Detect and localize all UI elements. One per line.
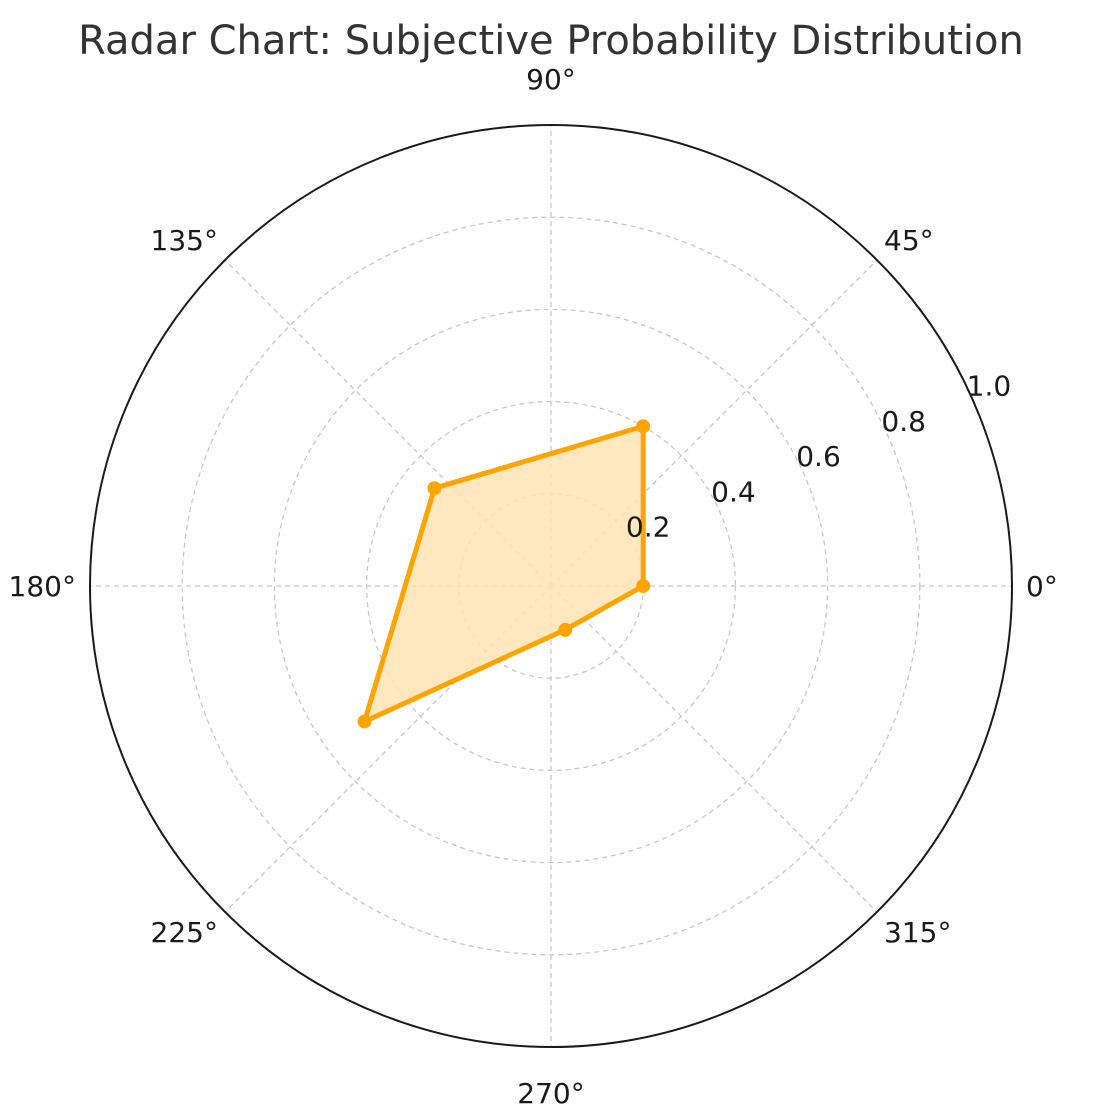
angle-label-3: 135° (151, 224, 218, 257)
angle-label-0: 0° (1026, 570, 1058, 603)
radial-tick-label-1: 0.4 (711, 475, 756, 508)
data-point-1 (636, 419, 651, 434)
data-layer (357, 419, 651, 729)
data-point-4 (558, 622, 573, 637)
series-fill-0 (364, 426, 644, 722)
angle-label-6: 270° (517, 1077, 584, 1110)
data-point-0 (636, 579, 651, 593)
angle-label-5: 225° (151, 916, 218, 949)
angular-gridline-7 (550, 585, 878, 913)
radial-gridline-3 (181, 216, 921, 956)
radial-tick-label-3: 0.8 (881, 405, 926, 438)
radial-tick-label-0: 0.2 (626, 511, 671, 544)
angle-label-7: 315° (884, 916, 951, 949)
radial-tick-label-4: 1.0 (967, 370, 1012, 403)
radial-tick-label-2: 0.6 (796, 440, 841, 473)
data-point-2 (427, 481, 442, 496)
data-point-3 (357, 714, 372, 729)
radial-gridline-2 (273, 308, 829, 864)
angle-label-1: 45° (884, 224, 934, 257)
outer-circle (89, 124, 1013, 1048)
labels: 0° 45° 90° 135° 180° 225° 270° 315° 0.2 0.4 0.6 0.8… (9, 63, 1058, 1110)
chart-title: Radar Chart: Subjective Probability Dist… (78, 18, 1024, 64)
angle-label-2: 90° (526, 63, 576, 96)
series-line-0 (362, 423, 646, 724)
angle-label-4: 180° (9, 570, 76, 603)
